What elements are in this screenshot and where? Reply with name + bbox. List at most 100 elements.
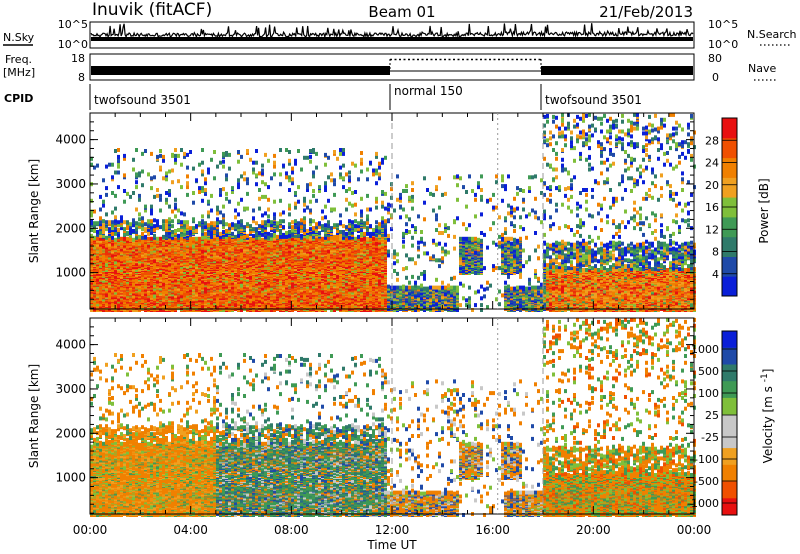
power-cell <box>114 194 117 198</box>
beam-title: Beam 01 <box>368 3 435 21</box>
freq-tick-bottom: 8 <box>78 71 85 84</box>
power-cell <box>117 228 120 232</box>
power-cell <box>120 237 123 241</box>
nsky-strip: N.Sky 10^5 10^0 10^5 10^0 N.Search <box>3 18 797 51</box>
power-cell <box>135 185 138 189</box>
power-cell <box>123 189 126 193</box>
power-cell <box>126 192 129 196</box>
power-cell <box>111 220 114 224</box>
power-cell <box>105 186 108 190</box>
power-cell <box>132 238 135 242</box>
power-cell <box>129 231 132 235</box>
power-cell <box>108 163 111 167</box>
power-cell <box>108 220 111 224</box>
power-cell <box>99 220 102 224</box>
power-cell <box>111 236 114 240</box>
power-cell <box>105 212 108 216</box>
power-cell <box>114 238 117 242</box>
power-cell <box>126 220 129 224</box>
power-cell <box>123 154 126 158</box>
freq-label-1: Freq. <box>5 53 32 66</box>
power-cell <box>93 221 96 225</box>
power-cell <box>105 165 108 169</box>
power-cell <box>117 185 120 189</box>
power-cell <box>111 211 114 215</box>
cpid-segment-1: twofsound 3501 <box>94 93 191 107</box>
power-cell <box>102 200 105 204</box>
nsearch-label: N.Search <box>747 28 797 41</box>
power-cell <box>135 172 138 176</box>
power-cell <box>96 237 99 241</box>
power-cell <box>102 223 105 227</box>
power-cell <box>138 171 141 175</box>
nsearch-tick-top: 10^5 <box>708 18 738 31</box>
freq-trace-1 <box>91 66 390 75</box>
power-cell <box>99 195 102 199</box>
power-cell <box>111 232 114 236</box>
power-cell <box>132 168 135 172</box>
cpid-strip: CPID twofsound 3501 normal 150 twofsound… <box>4 84 642 110</box>
freq-tick-top: 18 <box>71 52 85 65</box>
power-cell <box>117 155 120 159</box>
power-cell <box>96 230 99 234</box>
power-cell <box>132 229 135 233</box>
power-cell <box>117 148 120 152</box>
power-cell <box>123 220 126 224</box>
freq-label-2: [MHz] <box>3 66 35 79</box>
nsky-tick-bottom: 10^0 <box>58 38 88 51</box>
nsky-trace <box>91 23 693 41</box>
radar-summary-plot: Inuvik (fitACF) Beam 01 21/Feb/2013 N.Sk… <box>0 0 800 554</box>
power-cell <box>96 221 99 225</box>
power-cell <box>114 207 117 211</box>
power-cell <box>108 227 111 231</box>
nsky-tick-top: 10^5 <box>58 18 88 31</box>
power-cell <box>105 236 108 240</box>
power-cell <box>102 178 105 182</box>
power-cell <box>117 220 120 224</box>
power-cell <box>126 237 129 241</box>
power-cell <box>114 171 117 175</box>
power-cell <box>96 164 99 168</box>
freq-strip: Freq. [MHz] 18 8 80 0 Nave <box>3 52 776 84</box>
power-cell <box>105 220 108 224</box>
cpid-label: CPID <box>4 92 33 105</box>
power-cell <box>114 149 117 153</box>
power-cell <box>117 165 120 169</box>
date-title: 21/Feb/2013 <box>599 3 693 21</box>
power-cell <box>102 219 105 223</box>
nsky-baseline <box>91 37 693 41</box>
power-cell <box>111 163 114 167</box>
nave-label: Nave <box>748 62 776 75</box>
power-cell <box>129 222 132 226</box>
power-cell <box>120 215 123 219</box>
power-cell <box>135 148 138 152</box>
cpid-segment-3: twofsound 3501 <box>545 93 642 107</box>
nsky-label: N.Sky <box>3 31 35 44</box>
nsearch-tick-bottom: 10^0 <box>708 38 738 51</box>
power-cell <box>138 198 141 202</box>
power-cell <box>138 217 141 221</box>
power-cell <box>105 193 108 197</box>
cpid-segment-2: normal 150 <box>394 84 463 98</box>
power-cell <box>111 191 114 195</box>
power-cell <box>132 191 135 195</box>
power-cell <box>93 236 96 240</box>
power-cell <box>102 204 105 208</box>
power-cell <box>93 229 96 233</box>
power-cell <box>105 263 108 267</box>
power-cell <box>138 212 141 216</box>
power-cell <box>132 218 135 222</box>
power-cell <box>138 222 141 226</box>
power-cell <box>114 219 117 223</box>
power-cell <box>123 200 126 204</box>
station-title: Inuvik (fitACF) <box>92 0 212 20</box>
power-cell <box>138 194 141 198</box>
power-cell <box>123 227 126 231</box>
power-cell <box>111 175 114 179</box>
power-cell <box>132 158 135 162</box>
power-data-cells <box>90 113 696 312</box>
freq-trace-2 <box>541 66 693 75</box>
power-cell <box>135 180 138 184</box>
power-cell <box>99 231 102 235</box>
